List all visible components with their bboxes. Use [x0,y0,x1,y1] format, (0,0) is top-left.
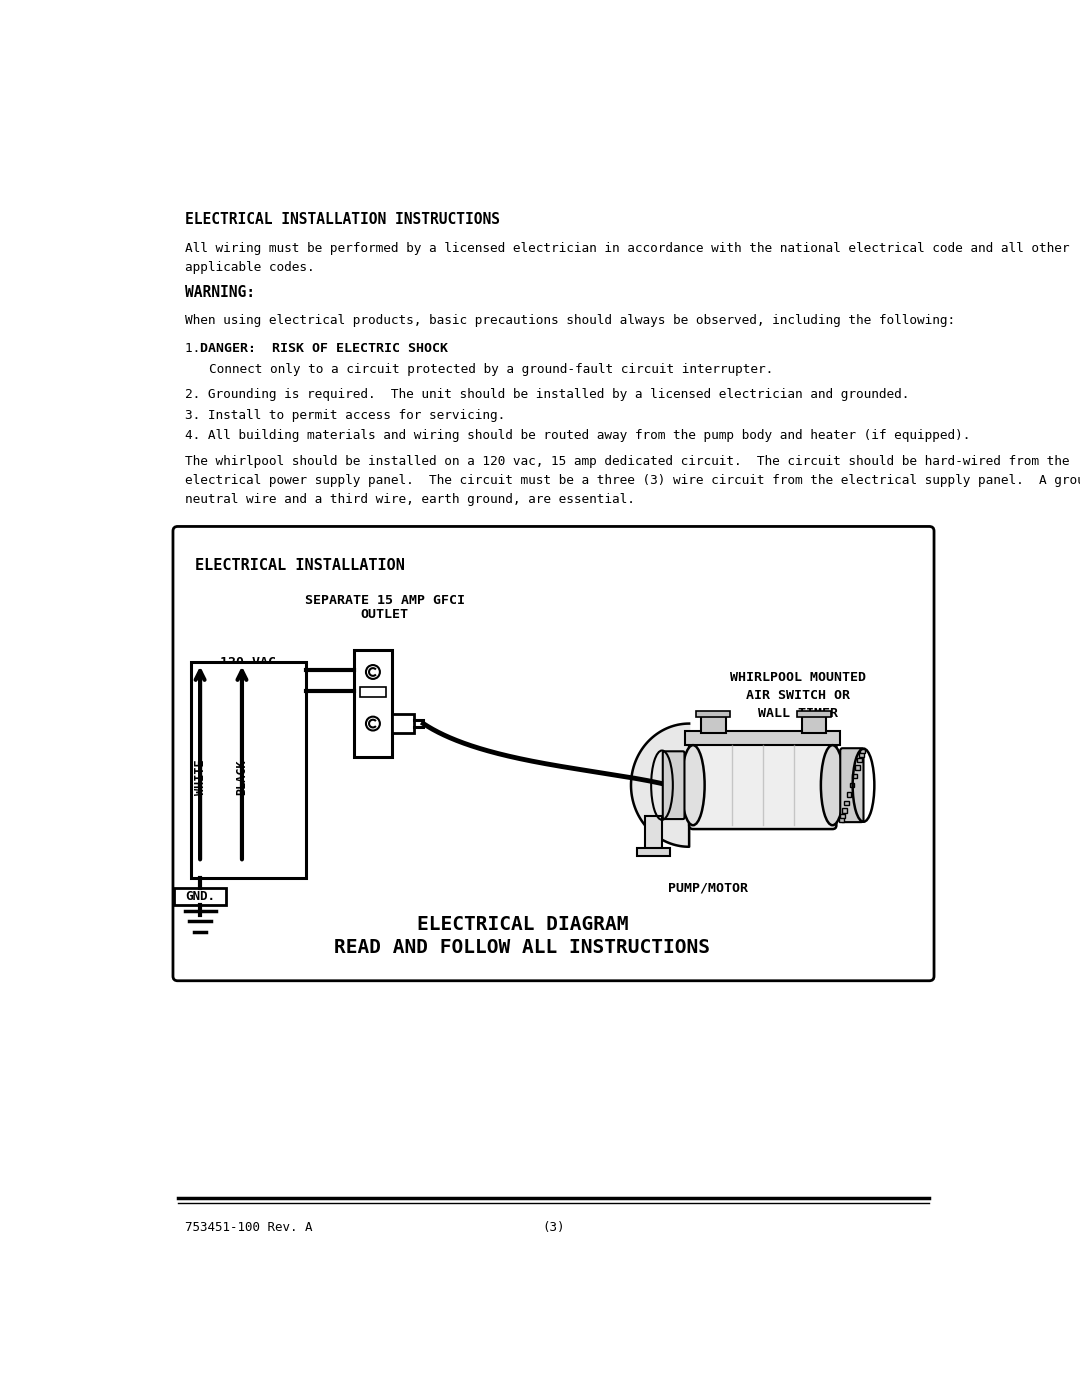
Ellipse shape [821,745,845,826]
Bar [859,752,864,757]
Bar [860,749,865,753]
Text: PUMP/MOTOR: PUMP/MOTOR [669,882,748,894]
Text: ELECTRICAL DIAGRAM: ELECTRICAL DIAGRAM [417,915,629,933]
Bar [852,774,858,778]
Bar [855,766,860,770]
Bar [392,714,414,733]
FancyBboxPatch shape [689,742,836,828]
Text: READ AND FOLLOW ALL INSTRUCTIONS: READ AND FOLLOW ALL INSTRUCTIONS [335,937,711,957]
Bar [685,731,840,745]
Text: 2. Grounding is required.  The unit should be installed by a licensed electricia: 2. Grounding is required. The unit shoul… [186,388,909,401]
Text: All wiring must be performed by a licensed electrician in accordance with the na: All wiring must be performed by a licens… [186,242,1070,274]
Bar [637,848,670,856]
Ellipse shape [681,745,704,826]
Text: 753451-100 Rev. A: 753451-100 Rev. A [186,1221,313,1234]
Bar [697,711,730,718]
FancyBboxPatch shape [840,749,864,823]
Text: (3): (3) [542,1221,565,1234]
Text: OUTLET: OUTLET [361,608,408,622]
Text: 4. All building materials and wiring should be routed away from the pump body an: 4. All building materials and wiring sho… [186,429,971,443]
Bar [850,782,854,788]
Bar [797,711,831,718]
Text: 1.: 1. [186,342,208,355]
Text: ELECTRICAL INSTALLATION INSTRUCTIONS: ELECTRICAL INSTALLATION INSTRUCTIONS [186,212,500,228]
Bar [840,813,845,819]
Text: 120 VAC: 120 VAC [220,655,276,669]
Bar [839,817,843,821]
Circle shape [366,717,380,731]
Text: BLACK: BLACK [235,760,248,795]
Text: The whirlpool should be installed on a 120 vac, 15 amp dedicated circuit.  The c: The whirlpool should be installed on a 1… [186,455,1080,506]
Bar [645,816,662,855]
Text: GND.: GND. [185,890,215,902]
Bar [801,715,826,733]
Bar [845,800,849,805]
Bar [701,715,726,733]
FancyBboxPatch shape [663,752,685,819]
Text: ELECTRICAL INSTALLATION: ELECTRICAL INSTALLATION [194,557,405,573]
Bar [360,687,387,697]
Text: Connect only to a circuit protected by a ground-fault circuit interrupter.: Connect only to a circuit protected by a… [210,363,773,376]
Text: WHIRLPOOL MOUNTED
AIR SWITCH OR
WALL TIMER: WHIRLPOOL MOUNTED AIR SWITCH OR WALL TIM… [730,671,866,721]
Bar [174,887,227,904]
Bar [353,651,392,757]
Polygon shape [631,724,689,847]
Text: DANGER:  RISK OF ELECTRIC SHOCK: DANGER: RISK OF ELECTRIC SHOCK [200,342,448,355]
Text: When using electrical products, basic precautions should always be observed, inc: When using electrical products, basic pr… [186,314,956,327]
Bar [842,807,847,813]
Text: WHITE: WHITE [193,760,206,795]
FancyBboxPatch shape [173,527,934,981]
Circle shape [366,665,380,679]
Text: SEPARATE 15 AMP GFCI: SEPARATE 15 AMP GFCI [305,594,464,608]
Bar [858,757,862,763]
Text: 3. Install to permit access for servicing.: 3. Install to permit access for servicin… [186,409,505,422]
Text: WARNING:: WARNING: [186,285,255,300]
Bar [847,792,851,796]
Bar [191,662,306,877]
